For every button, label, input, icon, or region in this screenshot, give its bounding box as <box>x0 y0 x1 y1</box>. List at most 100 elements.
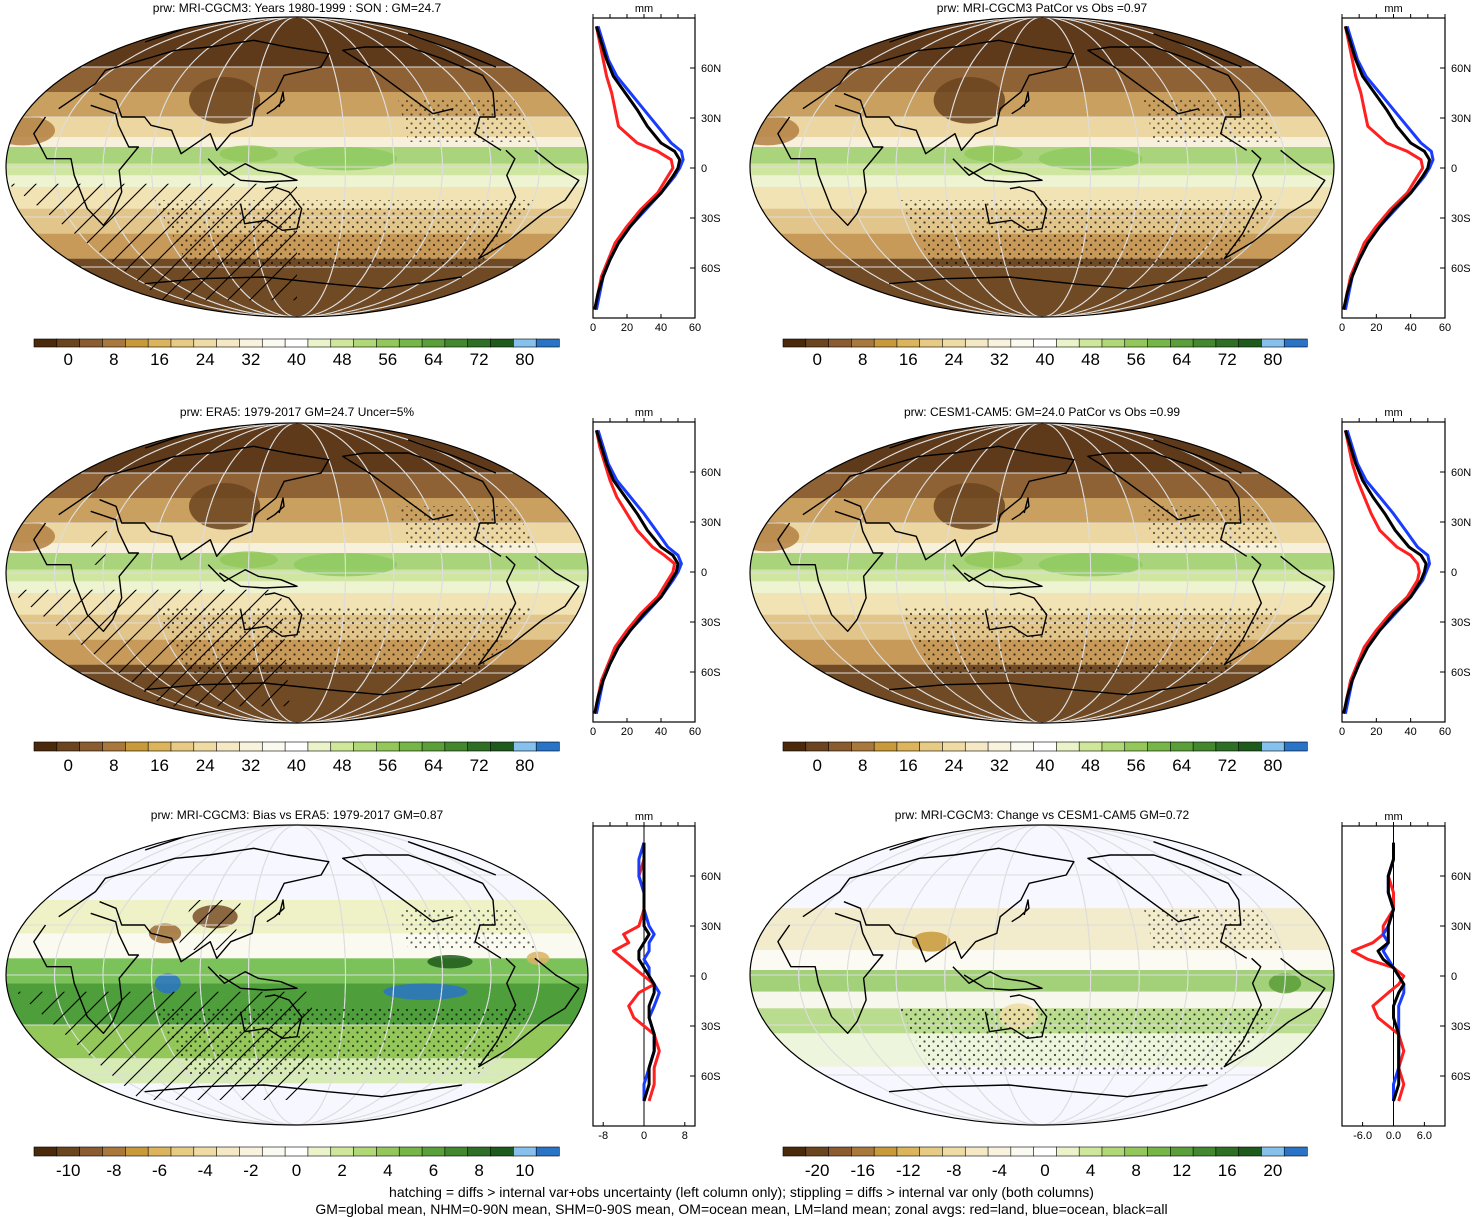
colorbar-label: 80 <box>515 756 534 775</box>
coastline <box>1087 854 1248 959</box>
map-border <box>749 16 1335 318</box>
colorbar-swatch <box>513 741 537 752</box>
colorbar-label: 72 <box>1218 350 1237 369</box>
colorbar-swatch <box>353 338 377 348</box>
field-band <box>750 175 1334 187</box>
colorbar-swatch <box>376 1146 400 1157</box>
graticule-meridian <box>798 423 1286 723</box>
colorbar-label: -2 <box>243 1161 258 1180</box>
colorbar-label: 4 <box>1086 1161 1095 1180</box>
profile-unit: mm <box>1384 811 1402 823</box>
profile-unit: mm <box>1384 407 1402 419</box>
map-panel-3: prw: ERA5: 1979-2017 GM=24.7 Uncer=5% <box>5 405 589 724</box>
colorbar-swatch <box>353 741 377 752</box>
colorbar-swatch <box>330 1146 355 1157</box>
coastline <box>777 104 884 226</box>
coastline <box>58 445 330 561</box>
x-tick-label: -8 <box>598 1130 608 1142</box>
colorbar-label: -8 <box>946 1161 961 1180</box>
coastline <box>207 158 298 183</box>
x-tick-label: 40 <box>655 726 667 738</box>
colorbar-swatch <box>828 741 852 752</box>
coastline <box>984 994 1048 1039</box>
colorbar-swatch <box>1192 338 1217 348</box>
colorbar-swatch <box>896 338 921 348</box>
colorbar-swatch <box>56 338 81 348</box>
x-tick-label: 40 <box>1405 726 1417 738</box>
stippling-region <box>1143 506 1282 548</box>
colorbar-swatch <box>1056 1146 1080 1157</box>
stippling-region <box>398 100 537 142</box>
colorbar-label: 32 <box>241 756 260 775</box>
coastline <box>144 434 497 474</box>
colorbar-swatch <box>307 338 332 348</box>
graticule-meridian <box>54 423 540 723</box>
coastline <box>802 847 1075 963</box>
profile-series-3 <box>1342 429 1428 715</box>
panel-title: prw: MRI-CGCM3: Bias vs ERA5: 1979-2017 … <box>151 808 444 822</box>
graticule-meridian <box>798 17 1286 317</box>
zonal-profile-3: 60N 30N 0 30S 60S mm 0 20 40 60 <box>590 407 721 738</box>
x-tick-label: 60 <box>1439 322 1451 334</box>
colorbar-swatch <box>964 1146 989 1157</box>
profile-series-1 <box>1342 429 1421 715</box>
colorbar-label: 64 <box>1172 756 1191 775</box>
colorbar-label: -20 <box>805 1161 830 1180</box>
colorbar-swatch <box>1033 338 1057 348</box>
colorbar-swatch <box>987 338 1012 348</box>
colorbar-swatch <box>376 741 400 752</box>
graticule-meridian <box>102 423 492 723</box>
x-tick-label: 20 <box>621 726 633 738</box>
graticule-meridian <box>992 17 1092 317</box>
coastline <box>239 186 303 231</box>
colorbar-swatch <box>193 338 218 348</box>
x-tick-label: 20 <box>1370 726 1382 738</box>
panel-title: prw: MRI-CGCM3: Change vs CESM1-CAM5 GM=… <box>895 808 1190 822</box>
lat-tick-label: 30S <box>701 617 721 629</box>
colorbar-swatch <box>782 741 807 752</box>
lat-tick-label: 30S <box>701 213 721 225</box>
profile-unit: mm <box>635 811 653 823</box>
colorbar-label: 80 <box>515 350 534 369</box>
graticule-meridian <box>846 17 1238 317</box>
colorbar-label: 40 <box>287 756 306 775</box>
x-tick-label: 60 <box>689 726 701 738</box>
colorbar-swatch <box>1215 338 1240 348</box>
field-anomaly <box>148 923 182 944</box>
colorbar-label: 80 <box>1263 350 1282 369</box>
colorbar-label: 64 <box>424 350 443 369</box>
field-anomaly <box>154 973 181 994</box>
colorbar-label: 48 <box>333 756 352 775</box>
graticule-meridian <box>151 825 443 1125</box>
map-panel-4: prw: CESM1-CAM5: GM=24.0 PatCor vs Obs =… <box>749 405 1335 724</box>
colorbar-swatch <box>261 338 286 348</box>
colorbar-swatch <box>1124 741 1149 752</box>
colorbar-label: 32 <box>990 350 1009 369</box>
colorbar-label: 16 <box>150 756 169 775</box>
colorbar-swatch <box>1124 338 1149 348</box>
lat-tick-label: 30S <box>1451 213 1471 225</box>
hatching-region <box>177 900 241 950</box>
map-panel-5: prw: MRI-CGCM3: Bias vs ERA5: 1979-2017 … <box>5 808 589 1126</box>
colorbar-swatch <box>216 741 241 752</box>
colorbar-swatch <box>851 338 875 348</box>
colorbar-label: 8 <box>858 756 867 775</box>
graticule-meridian <box>151 423 443 723</box>
colorbar-swatch <box>490 741 514 752</box>
colorbar-swatch <box>1056 741 1080 752</box>
colorbar-swatch <box>444 338 469 348</box>
colorbar-swatch <box>467 1146 492 1157</box>
coastline <box>58 847 330 963</box>
coastline <box>1011 91 1030 115</box>
coastline <box>777 510 884 632</box>
coastline <box>478 149 580 260</box>
colorbar-label: 8 <box>109 756 118 775</box>
colorbar-label: 56 <box>1127 756 1146 775</box>
stippling-region <box>757 606 1315 673</box>
stippling-region <box>13 1008 569 1075</box>
graticule-meridian <box>248 423 346 723</box>
lat-tick-label: 60S <box>1451 667 1471 679</box>
lat-tick-label: 60S <box>701 1071 721 1083</box>
colorbar-swatch <box>79 338 104 348</box>
panel-title: prw: ERA5: 1979-2017 GM=24.7 Uncer=5% <box>180 405 414 419</box>
